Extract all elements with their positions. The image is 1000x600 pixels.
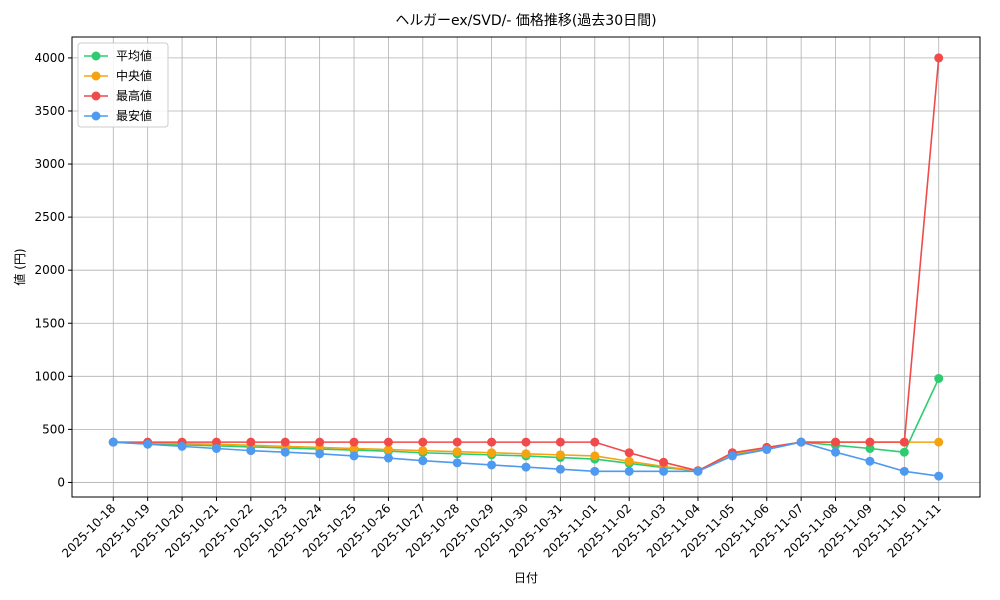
point	[831, 447, 841, 457]
point	[590, 437, 600, 447]
point	[280, 437, 290, 447]
point	[727, 451, 737, 461]
legend-box	[77, 42, 169, 128]
point	[521, 462, 531, 472]
point	[349, 451, 359, 461]
y-tick-label: 2000	[34, 263, 65, 277]
point	[934, 471, 944, 481]
point	[624, 448, 634, 458]
point	[418, 456, 428, 466]
point	[211, 437, 221, 447]
point	[899, 447, 909, 457]
point	[555, 450, 565, 460]
point	[659, 466, 669, 476]
point	[383, 437, 393, 447]
point	[246, 437, 256, 447]
point	[418, 437, 428, 447]
y-tick-label: 1500	[34, 316, 65, 330]
legend-marker	[91, 71, 101, 81]
point	[590, 451, 600, 461]
point	[934, 437, 944, 447]
point	[659, 457, 669, 467]
y-tick-label: 3000	[34, 157, 65, 171]
legend-marker	[91, 111, 101, 121]
point	[452, 437, 462, 447]
point	[590, 466, 600, 476]
point	[177, 441, 187, 451]
point	[555, 464, 565, 474]
point	[865, 437, 875, 447]
point	[143, 439, 153, 449]
point	[211, 443, 221, 453]
point	[865, 456, 875, 466]
point	[452, 458, 462, 468]
point	[383, 445, 393, 455]
point	[934, 53, 944, 63]
point	[418, 446, 428, 456]
point	[624, 456, 634, 466]
point	[899, 437, 909, 447]
point	[796, 437, 806, 447]
point	[487, 437, 497, 447]
point	[831, 437, 841, 447]
point	[349, 437, 359, 447]
point	[762, 445, 772, 455]
point	[452, 447, 462, 457]
legend-label: 最安値	[116, 108, 152, 123]
y-tick-label: 2500	[34, 210, 65, 224]
point	[315, 449, 325, 459]
x-axis-label: 日付	[514, 571, 538, 585]
y-tick-label: 4000	[34, 51, 65, 65]
point	[280, 447, 290, 457]
legend-label: 中央値	[116, 68, 152, 83]
y-tick-label: 3500	[34, 104, 65, 118]
point	[349, 443, 359, 453]
y-tick-label: 0	[57, 475, 65, 489]
plot-frame	[71, 36, 981, 498]
point	[487, 460, 497, 470]
point	[693, 466, 703, 476]
legend-label: 最高値	[116, 88, 152, 103]
point	[315, 437, 325, 447]
legend-marker	[91, 91, 101, 101]
point	[521, 449, 531, 459]
legend-label: 平均値	[116, 48, 152, 63]
point	[865, 443, 875, 453]
point	[521, 437, 531, 447]
point	[934, 373, 944, 383]
y-axis-label: 値 (円)	[12, 248, 27, 285]
y-tick-label: 1000	[34, 369, 65, 383]
chart-title: ヘルガーex/SVD/- 価格推移(過去30日間)	[395, 13, 656, 29]
point	[108, 437, 118, 447]
point	[383, 453, 393, 463]
legend-marker	[91, 51, 101, 61]
point	[624, 466, 634, 476]
y-tick-label: 500	[42, 422, 65, 436]
point	[487, 448, 497, 458]
point	[899, 466, 909, 476]
point	[555, 437, 565, 447]
point	[246, 446, 256, 456]
